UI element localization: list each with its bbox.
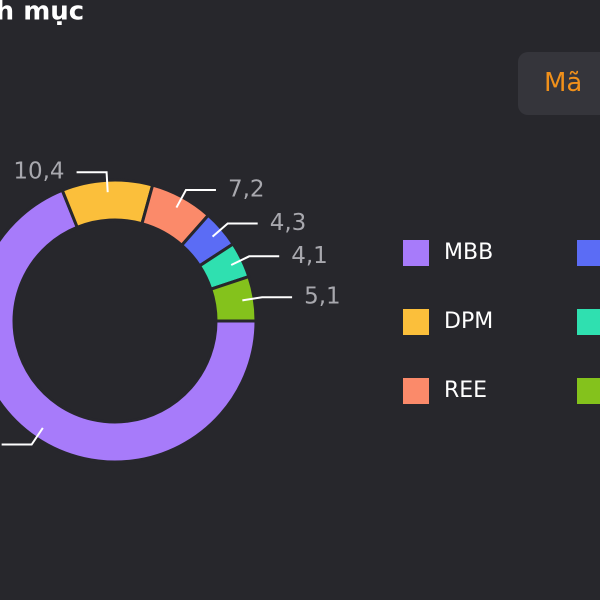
pie-slice — [208, 274, 258, 323]
leader-line — [175, 188, 216, 209]
legend-label: REE — [444, 378, 487, 403]
page-title: Danh mục — [0, 0, 84, 27]
slice-label: 5,1 — [304, 284, 341, 310]
legend-swatch — [403, 378, 429, 404]
leader-line — [230, 255, 280, 266]
slice-label: 10,4 — [13, 159, 64, 185]
legend-label: DPM — [444, 309, 493, 334]
slice-label: 4,3 — [270, 210, 307, 236]
slice-label: 4,1 — [291, 243, 328, 269]
legend-swatch — [403, 240, 429, 266]
legend-swatch — [403, 309, 429, 335]
sort-button[interactable]: Mã — [518, 52, 600, 115]
legend-label: MBB — [444, 240, 493, 265]
slice-label: 7,2 — [228, 176, 265, 202]
leader-line — [76, 171, 109, 193]
pie-slice — [0, 188, 258, 464]
legend-swatch — [577, 240, 600, 266]
leader-line — [242, 296, 293, 302]
leader-line — [1, 427, 44, 446]
legend-swatch — [577, 378, 600, 404]
leader-line — [211, 222, 258, 238]
legend-swatch — [577, 309, 600, 335]
